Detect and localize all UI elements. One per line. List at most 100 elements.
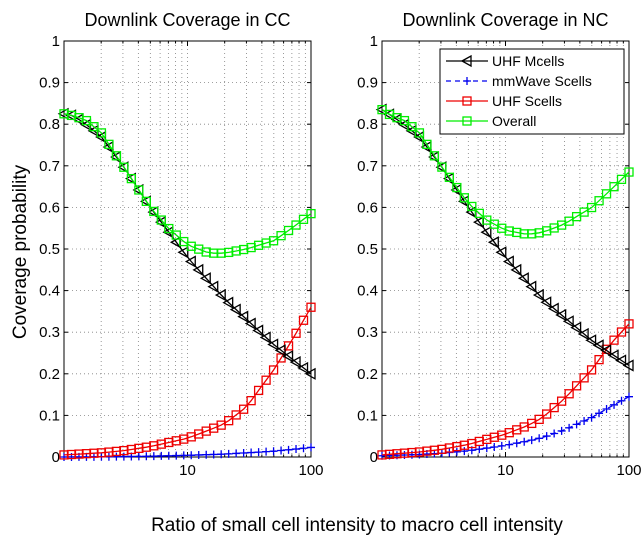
plus-marker xyxy=(572,420,581,429)
y-tick-label: 0.5 xyxy=(39,241,60,258)
y-tick-label: 0.8 xyxy=(357,116,378,133)
square-marker xyxy=(474,208,484,219)
y-tick-label: 0.3 xyxy=(357,324,378,341)
square-marker xyxy=(171,230,181,240)
triangle-marker xyxy=(282,350,294,363)
triangle-marker xyxy=(495,246,507,259)
triangle-marker xyxy=(510,263,522,276)
y-tick-label: 0 xyxy=(52,449,60,466)
plus-marker xyxy=(527,436,536,445)
square-marker xyxy=(89,122,99,132)
y-tick-label: 0 xyxy=(370,449,378,466)
plus-marker xyxy=(307,443,315,452)
triangle-marker xyxy=(592,339,604,352)
x-tick-label: 100 xyxy=(616,462,641,479)
plus-marker xyxy=(149,452,158,461)
plus-marker xyxy=(595,409,604,418)
plus-marker xyxy=(284,445,293,454)
legend-label: UHF Mcells xyxy=(492,53,564,69)
square-marker xyxy=(283,225,294,236)
triangle-marker xyxy=(192,263,204,276)
triangle-marker xyxy=(615,354,627,367)
square-marker xyxy=(452,182,462,193)
plus-marker xyxy=(134,452,143,461)
triangle-marker xyxy=(460,54,472,68)
plus-marker xyxy=(179,451,188,460)
plus-marker xyxy=(482,444,491,453)
y-tick-label: 0.1 xyxy=(357,407,378,424)
square-marker xyxy=(542,409,552,419)
square-marker xyxy=(156,215,166,225)
square-marker xyxy=(224,416,234,426)
panel-2: 0 0.1 0.2 0.3 0.4 0.5 0.6 0.7 0.8 0.9 1 10 100 Downli… xyxy=(357,10,641,479)
triangle-marker xyxy=(622,359,634,372)
series-overall xyxy=(59,109,316,258)
square-marker xyxy=(467,201,477,212)
y-tick-label: 0.2 xyxy=(357,366,378,383)
plus-marker xyxy=(512,439,521,448)
plus-marker xyxy=(602,404,611,413)
square-marker xyxy=(437,162,447,172)
y-tick-label: 0.6 xyxy=(39,199,60,216)
triangle-marker xyxy=(585,334,597,347)
plus-marker xyxy=(497,441,506,450)
triangle-marker xyxy=(600,344,612,357)
y-tick-label: 0.6 xyxy=(357,199,378,216)
square-marker xyxy=(399,115,410,126)
triangle-marker xyxy=(199,272,211,285)
square-marker xyxy=(231,410,241,420)
plus-marker xyxy=(463,77,471,85)
triangle-marker xyxy=(555,308,567,322)
square-marker xyxy=(407,122,417,132)
series-overall xyxy=(377,104,634,239)
square-marker xyxy=(268,365,279,375)
square-marker xyxy=(306,302,316,312)
square-marker xyxy=(462,96,472,106)
square-marker xyxy=(586,365,597,375)
square-marker xyxy=(616,174,627,185)
square-marker xyxy=(624,319,634,329)
plus-marker xyxy=(520,437,529,446)
square-marker xyxy=(179,236,189,247)
triangle-marker xyxy=(525,280,537,293)
triangle-marker xyxy=(570,321,582,334)
square-marker xyxy=(377,104,387,115)
triangle-marker xyxy=(607,349,619,362)
square-marker xyxy=(81,115,92,126)
y-tick-label: 0.1 xyxy=(39,407,60,424)
triangle-marker xyxy=(177,246,189,259)
triangle-marker xyxy=(297,361,309,375)
plus-marker xyxy=(172,451,181,460)
plus-marker xyxy=(587,413,596,422)
y-tick-label: 0.9 xyxy=(357,75,378,92)
square-marker xyxy=(111,151,122,161)
y-tick-label: 0.7 xyxy=(39,158,60,175)
legend-label: UHF Scells xyxy=(492,93,562,109)
triangle-marker xyxy=(229,303,241,316)
plus-marker xyxy=(209,450,218,459)
square-marker xyxy=(616,327,627,337)
triangle-marker xyxy=(289,355,301,369)
x-tick-label: 10 xyxy=(179,462,196,479)
square-marker xyxy=(276,231,286,241)
plus-marker xyxy=(557,426,566,435)
triangle-marker xyxy=(267,338,279,351)
plus-marker xyxy=(299,444,308,453)
triangle-marker xyxy=(487,236,499,249)
legend-label: Overall xyxy=(492,113,536,129)
triangle-marker xyxy=(562,315,574,328)
series-mmwave-scells xyxy=(378,392,633,460)
square-marker xyxy=(579,373,589,383)
plus-marker xyxy=(490,442,499,451)
square-marker xyxy=(238,404,249,414)
y-tick-label: 0.3 xyxy=(39,324,60,341)
square-marker xyxy=(126,173,137,184)
triangle-marker xyxy=(577,327,589,341)
plus-marker xyxy=(247,448,256,457)
plus-marker xyxy=(142,452,151,461)
square-marker xyxy=(624,167,634,177)
square-marker xyxy=(298,214,309,224)
y-tick-label: 0.8 xyxy=(39,116,60,133)
square-marker xyxy=(119,162,129,172)
